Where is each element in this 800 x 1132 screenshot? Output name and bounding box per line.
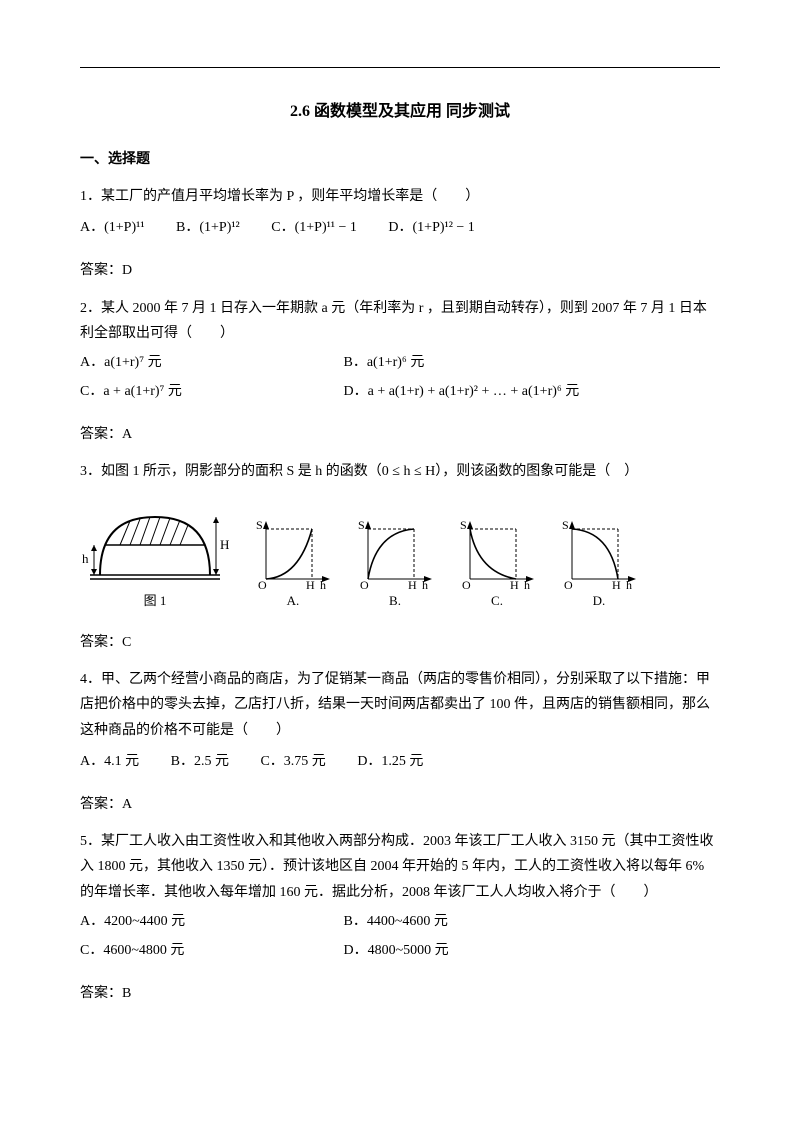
q2-answer: 答案：A (80, 422, 720, 447)
q2-optC: C．a + a(1+r)⁷ 元 (80, 379, 340, 404)
q5-optC: C．4600~4800 元 (80, 938, 340, 963)
svg-text:h: h (320, 578, 326, 589)
figure-1-svg: h H (80, 499, 230, 589)
q1-optC: C．(1+P)¹¹ − 1 (271, 215, 357, 240)
q4-optB: B．2.5 元 (171, 749, 229, 774)
q3-chart-B: S O H h B. (356, 517, 434, 612)
q5-optB: B．4400~4600 元 (344, 909, 604, 934)
q3-answer: 答案：C (80, 630, 720, 655)
q1-optA: A．(1+P)¹¹ (80, 215, 145, 240)
figure-1: h H 图 1 (80, 499, 230, 612)
q4-text: 4．甲、乙两个经营小商品的商店，为了促销某一商品（两店的零售价相同），分别采取了… (80, 667, 720, 743)
page-title: 2.6 函数模型及其应用 同步测试 (80, 98, 720, 127)
q2-options: A．a(1+r)⁷ 元 B．a(1+r)⁶ 元 C．a + a(1+r)⁷ 元 … (80, 346, 720, 404)
q1-options: A．(1+P)¹¹ B．(1+P)¹² C．(1+P)¹¹ − 1 D．(1+P… (80, 215, 720, 240)
section-header: 一、选择题 (80, 147, 720, 172)
question-2: 2．某人 2000 年 7 月 1 日存入一年期款 a 元（年利率为 r ，且到… (80, 296, 720, 405)
svg-text:S: S (256, 518, 263, 532)
svg-text:O: O (462, 578, 471, 589)
svg-text:O: O (564, 578, 573, 589)
q3-chart-A: S O H h A. (254, 517, 332, 612)
q3-labelD: D. (560, 589, 638, 612)
question-1: 1．某工厂的产值月平均增长率为 P ，则年平均增长率是（ ） A．(1+P)¹¹… (80, 184, 720, 240)
svg-text:h: h (524, 578, 530, 589)
svg-text:H: H (510, 578, 519, 589)
q3-labelB: B. (356, 589, 434, 612)
chart-A-svg: S O H h (254, 517, 332, 589)
q3-figures: h H 图 1 S O H h A. (80, 499, 720, 612)
q4-optC: C．3.75 元 (260, 749, 325, 774)
q5-text: 5．某厂工人收入由工资性收入和其他收入两部分构成．2003 年该工厂工人收入 3… (80, 829, 720, 905)
q4-options: A．4.1 元 B．2.5 元 C．3.75 元 D．1.25 元 (80, 749, 720, 774)
q2-optB: B．a(1+r)⁶ 元 (344, 350, 604, 375)
q3-chart-D: S O H h D. (560, 517, 638, 612)
q5-optA: A．4200~4400 元 (80, 909, 340, 934)
figure-1-label: 图 1 (80, 589, 230, 612)
q5-optD: D．4800~5000 元 (344, 938, 604, 963)
q3-labelA: A. (254, 589, 332, 612)
svg-text:H: H (408, 578, 417, 589)
q1-answer: 答案：D (80, 258, 720, 283)
q3-chart-C: S O H h C. (458, 517, 536, 612)
q3-labelC: C. (458, 589, 536, 612)
q1-optB: B．(1+P)¹² (176, 215, 240, 240)
label-H: H (220, 537, 229, 552)
q4-answer: 答案：A (80, 792, 720, 817)
q5-options: A．4200~4400 元 B．4400~4600 元 C．4600~4800 … (80, 905, 720, 963)
chart-C-svg: S O H h (458, 517, 536, 589)
label-h: h (82, 551, 89, 566)
svg-text:S: S (460, 518, 467, 532)
svg-text:S: S (562, 518, 569, 532)
svg-text:O: O (258, 578, 267, 589)
q2-optD: D．a + a(1+r) + a(1+r)² + … + a(1+r)⁶ 元 (344, 379, 604, 404)
svg-text:h: h (422, 578, 428, 589)
q1-optD: D．(1+P)¹² − 1 (388, 215, 474, 240)
q1-text: 1．某工厂的产值月平均增长率为 P ，则年平均增长率是（ ） (80, 184, 720, 209)
chart-B-svg: S O H h (356, 517, 434, 589)
question-4: 4．甲、乙两个经营小商品的商店，为了促销某一商品（两店的零售价相同），分别采取了… (80, 667, 720, 774)
q3-text: 3．如图 1 所示，阴影部分的面积 S 是 h 的函数（0 ≤ h ≤ H），则… (80, 459, 720, 484)
q2-text: 2．某人 2000 年 7 月 1 日存入一年期款 a 元（年利率为 r ，且到… (80, 296, 720, 346)
question-5: 5．某厂工人收入由工资性收入和其他收入两部分构成．2003 年该工厂工人收入 3… (80, 829, 720, 963)
q4-optD: D．1.25 元 (357, 749, 423, 774)
q5-answer: 答案：B (80, 981, 720, 1006)
question-3: 3．如图 1 所示，阴影部分的面积 S 是 h 的函数（0 ≤ h ≤ H），则… (80, 459, 720, 484)
chart-D-svg: S O H h (560, 517, 638, 589)
q2-optA: A．a(1+r)⁷ 元 (80, 350, 340, 375)
svg-text:h: h (626, 578, 632, 589)
q4-optA: A．4.1 元 (80, 749, 139, 774)
svg-text:H: H (612, 578, 621, 589)
svg-text:O: O (360, 578, 369, 589)
svg-text:S: S (358, 518, 365, 532)
top-divider (80, 67, 720, 68)
svg-text:H: H (306, 578, 315, 589)
